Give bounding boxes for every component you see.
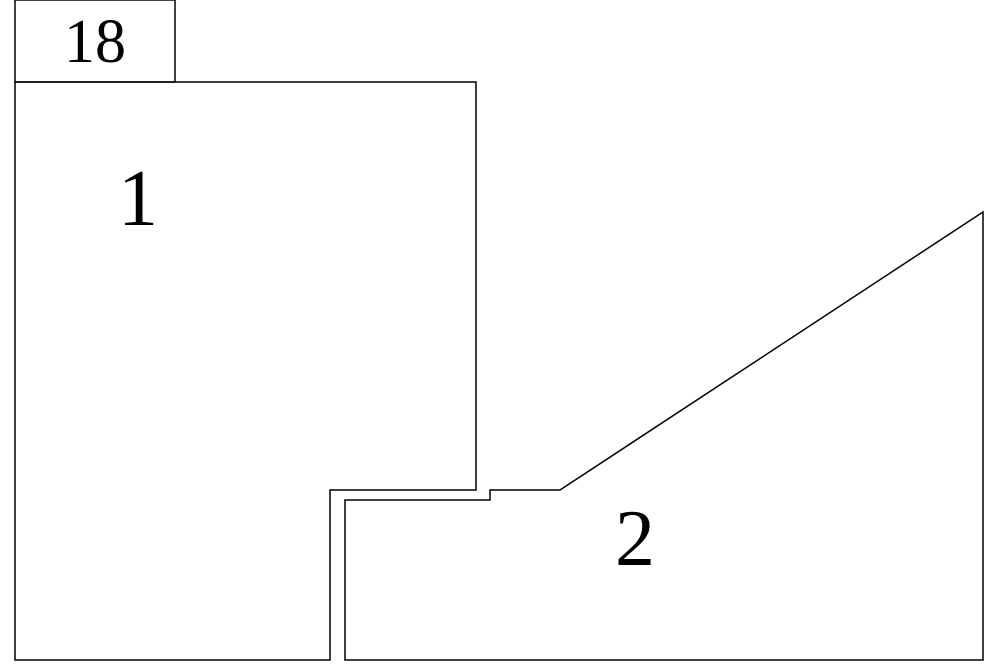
label-18: 18 [64, 8, 126, 76]
diagram-canvas: 18 1 2 [0, 0, 1000, 671]
label-1: 1 [118, 155, 158, 243]
label-2: 2 [615, 495, 655, 583]
shape-2 [345, 212, 983, 660]
shape-1 [15, 82, 476, 660]
